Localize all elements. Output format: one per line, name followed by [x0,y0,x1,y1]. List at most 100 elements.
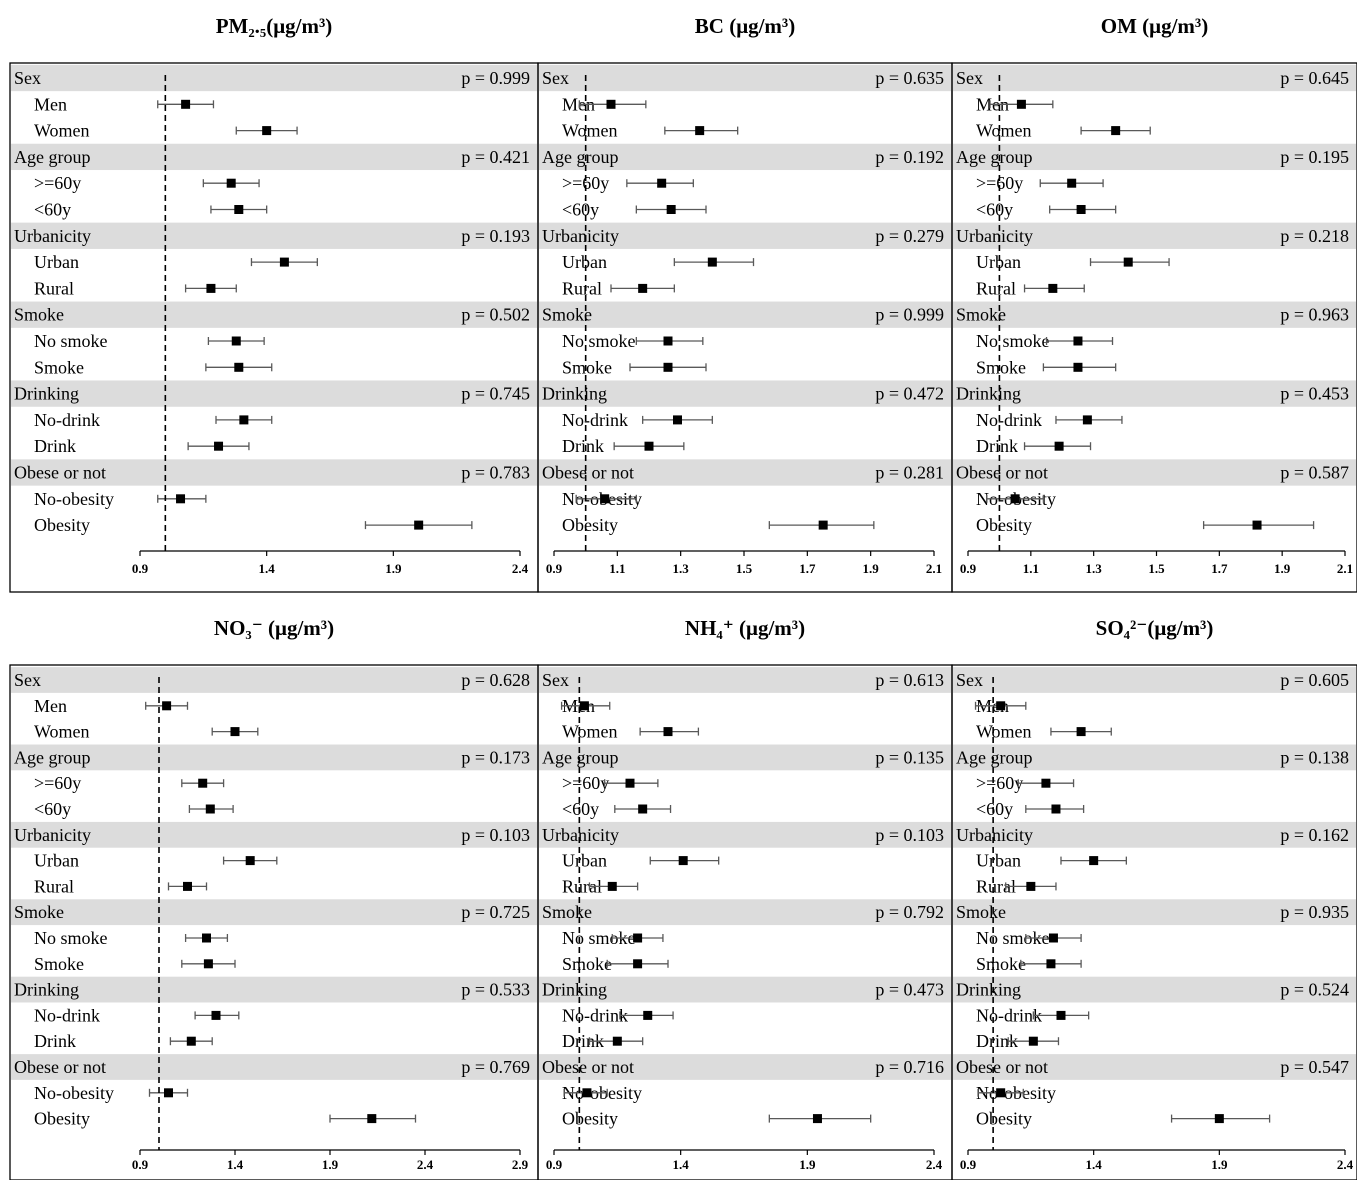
group-label: Drinking [542,384,607,404]
p-value: p = 0.935 [1280,902,1349,922]
point-estimate-marker [164,1088,173,1098]
row-label: Men [34,696,67,716]
group-label: Urbanicity [14,226,91,246]
row-label: <60y [34,799,71,819]
p-value: p = 0.103 [461,825,530,845]
x-tick-label: 1.5 [736,561,753,576]
group-band [539,744,951,771]
row-label: No-drink [34,410,100,430]
group-label: Age group [14,147,90,167]
group-label: Age group [956,747,1032,767]
group-label: Drinking [14,980,79,1000]
x-tick-label: 1.1 [609,561,625,576]
row-label: Urban [34,252,79,272]
panel-title: PM₂.₅(μg/m³) [216,14,333,38]
point-estimate-marker [198,778,208,788]
group-band [539,459,951,486]
group-band [953,667,1356,693]
point-estimate-marker [606,99,616,109]
group-band [11,64,537,92]
point-estimate-marker [678,856,688,866]
p-value: p = 0.587 [1280,463,1349,483]
row-label: >=60y [34,173,81,193]
group-band [11,380,537,407]
row-label: Rural [976,876,1016,896]
group-band [953,222,1356,249]
row-label: Women [976,722,1032,742]
point-estimate-marker [262,126,272,136]
x-tick-label: 1.4 [259,561,276,576]
group-band [11,821,537,848]
group-label: Sex [542,68,569,88]
row-label: Women [34,121,90,141]
group-band [953,899,1356,926]
group-label: Age group [542,747,618,767]
group-label: Obese or not [14,1057,106,1077]
p-value: p = 0.193 [461,226,530,246]
point-estimate-marker [1026,881,1036,891]
group-band [11,667,537,693]
point-estimate-marker [1067,178,1077,188]
row-label: Rural [34,876,74,896]
point-estimate-marker [234,205,244,214]
group-label: Drinking [14,384,79,404]
point-estimate-marker [582,1088,592,1098]
group-label: Smoke [14,305,64,325]
point-estimate-marker [638,804,648,814]
row-label: Drink [34,1031,76,1051]
row-label: <60y [976,799,1013,819]
x-tick-label: 1.9 [1274,561,1291,576]
row-label: Drink [34,436,76,456]
point-estimate-marker [812,1114,822,1124]
row-label: <60y [562,200,599,220]
row-label: Smoke [562,357,612,377]
point-estimate-marker [1048,283,1058,293]
row-label: Obesity [562,515,618,535]
point-estimate-marker [1076,205,1086,214]
p-value: p = 0.453 [1280,384,1349,404]
group-label: Obese or not [956,463,1048,483]
p-value: p = 0.281 [875,463,944,483]
point-estimate-marker [1111,126,1121,136]
row-label: Drink [976,436,1018,456]
p-value: p = 0.792 [875,902,944,922]
row-label: >=60y [34,773,81,793]
point-estimate-marker [1082,415,1092,425]
group-band [539,64,951,92]
forest-panel-1: BC (μg/m³) Sex p = 0.635 Men Women Age group p… [537,14,953,593]
forest-panel-3: NO₃⁻ (μg/m³) Sex p = 0.628 Men Women Age grou… [9,616,539,1180]
point-estimate-marker [226,178,236,188]
point-estimate-marker [279,257,289,267]
point-estimate-marker [1010,494,1020,504]
p-value: p = 0.716 [875,1057,944,1077]
group-label: Age group [14,747,90,767]
group-label: Sex [956,68,983,88]
row-label: Obesity [976,515,1032,535]
p-value: p = 0.628 [461,670,530,690]
p-value: p = 0.999 [875,305,944,325]
row-label: >=60y [562,773,609,793]
point-estimate-marker [1123,257,1133,267]
group-band [953,143,1356,171]
row-label: Smoke [976,954,1026,974]
row-label: No smoke [34,928,108,948]
p-value: p = 0.195 [1280,147,1349,167]
panel-title: NO₃⁻ (μg/m³) [214,616,334,640]
group-label: Drinking [542,980,607,1000]
x-tick-label: 1.9 [799,1157,816,1172]
group-band [539,976,951,1003]
point-estimate-marker [1056,1010,1066,1020]
group-band [11,222,537,249]
row-label: Men [562,94,595,114]
point-estimate-marker [633,933,643,943]
row-label: Urban [976,851,1021,871]
group-label: Urbanicity [14,825,91,845]
row-label: Men [34,94,67,114]
group-label: Age group [542,147,618,167]
group-band [953,301,1356,328]
x-tick-label: 2.4 [417,1157,434,1172]
group-band [11,143,537,171]
